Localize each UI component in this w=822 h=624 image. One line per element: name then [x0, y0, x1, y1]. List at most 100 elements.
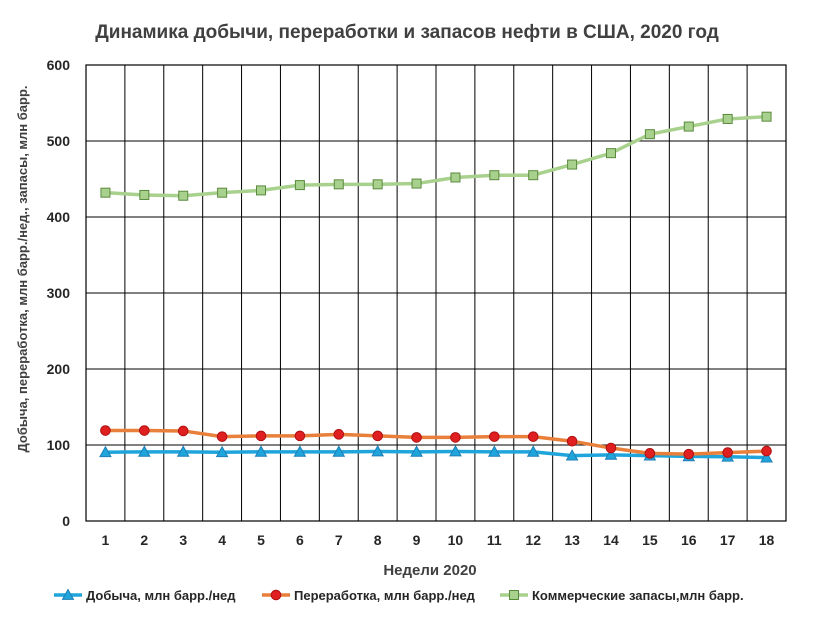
data-point [178, 190, 189, 201]
y-tick-label: 0 [62, 513, 70, 529]
data-point [567, 159, 578, 170]
series-1 [99, 444, 773, 463]
y-ticks: 0 100 200 300 400 500 600 [47, 57, 71, 529]
data-point [683, 448, 695, 460]
data-point [566, 435, 578, 447]
data-point [761, 111, 772, 122]
data-point [410, 445, 423, 457]
x-tick-label: 4 [218, 532, 226, 548]
x-tick-label: 1 [102, 532, 110, 548]
legend-marker [61, 588, 75, 600]
data-point [487, 445, 501, 457]
data-point [722, 447, 733, 458]
plot-grid [85, 64, 787, 522]
data-point [411, 178, 422, 189]
data-point [139, 425, 150, 436]
data-point [100, 187, 111, 198]
y-axis-title: Добыча, переработка, млн барр./нед., зап… [15, 85, 30, 452]
series-line [103, 428, 769, 456]
x-tick-label: 5 [257, 532, 265, 548]
data-point [139, 189, 150, 200]
data-point [137, 445, 151, 457]
data-point [255, 430, 267, 442]
series-line [103, 114, 769, 198]
y-tick-label: 300 [47, 285, 71, 301]
data-point [450, 432, 461, 443]
data-point [449, 444, 462, 457]
y-tick-label: 400 [47, 209, 71, 225]
y-tick-label: 500 [47, 133, 71, 149]
data-point [527, 431, 539, 442]
legend: Добыча, млн барр./нед Переработка, млн ба… [54, 588, 744, 603]
data-point [411, 432, 422, 443]
x-tick-label: 8 [374, 532, 382, 548]
data-point [489, 170, 500, 181]
data-point [333, 179, 344, 190]
x-tick-label: 14 [603, 532, 619, 548]
x-tick-label: 10 [448, 532, 464, 548]
legend-label: Переработка, млн барр./нед [294, 588, 476, 603]
data-point [215, 445, 229, 458]
series-layer [99, 111, 773, 463]
legend-marker [509, 590, 519, 600]
data-point [761, 445, 772, 457]
data-point [489, 431, 500, 442]
x-tick-label: 13 [564, 532, 580, 548]
y-tick-label: 100 [47, 437, 71, 453]
data-point [644, 448, 656, 459]
data-point [565, 449, 579, 461]
legend-label: Коммерческие запасы,млн барр. [532, 588, 744, 603]
data-point [177, 425, 189, 437]
data-point [526, 445, 540, 457]
data-point [371, 444, 385, 457]
x-tick-label: 9 [413, 532, 421, 548]
chart-title: Динамика добычи, переработки и запасов н… [95, 22, 719, 43]
data-point [605, 442, 617, 454]
data-point [176, 445, 190, 457]
x-tick-label: 12 [525, 532, 541, 548]
data-point [450, 172, 461, 183]
data-point [99, 445, 112, 458]
data-point [644, 129, 655, 140]
x-tick-label: 16 [681, 532, 697, 548]
x-tick-label: 17 [720, 532, 736, 548]
data-point [332, 445, 346, 457]
data-point [294, 430, 306, 442]
data-point [683, 121, 694, 132]
data-point [254, 445, 268, 457]
data-point [528, 170, 539, 181]
data-point [604, 448, 618, 460]
x-ticks: 1 2 3 4 5 6 7 8 9 10 11 12 13 14 15 16 17 18 [102, 532, 775, 548]
legend-item: Переработка, млн барр./нед [262, 588, 476, 603]
data-point [256, 185, 266, 196]
series-3 [100, 111, 772, 201]
x-tick-label: 7 [335, 532, 343, 548]
x-tick-label: 18 [759, 532, 775, 548]
data-point [372, 430, 383, 442]
x-tick-label: 3 [179, 532, 187, 548]
x-tick-label: 15 [642, 532, 658, 548]
legend-item: Добыча, млн барр./нед [54, 588, 236, 603]
data-point [294, 180, 305, 191]
x-tick-label: 2 [140, 532, 148, 548]
legend-item: Коммерческие запасы,млн барр. [500, 588, 744, 603]
x-axis-title: Недели 2020 [383, 562, 476, 579]
data-point [293, 445, 307, 457]
y-tick-label: 200 [47, 361, 71, 377]
legend-label: Добыча, млн барр./нед [86, 588, 236, 603]
data-point [372, 179, 383, 190]
data-point [216, 431, 228, 442]
y-tick-label: 600 [47, 57, 71, 73]
data-point [217, 187, 228, 198]
data-point [722, 113, 733, 124]
legend-marker [270, 589, 282, 601]
data-point [100, 425, 111, 436]
x-tick-label: 6 [296, 532, 304, 548]
data-point [760, 451, 773, 463]
series-2 [100, 425, 772, 460]
data-point [333, 429, 345, 440]
data-point [606, 148, 616, 159]
x-tick-label: 11 [487, 532, 502, 548]
